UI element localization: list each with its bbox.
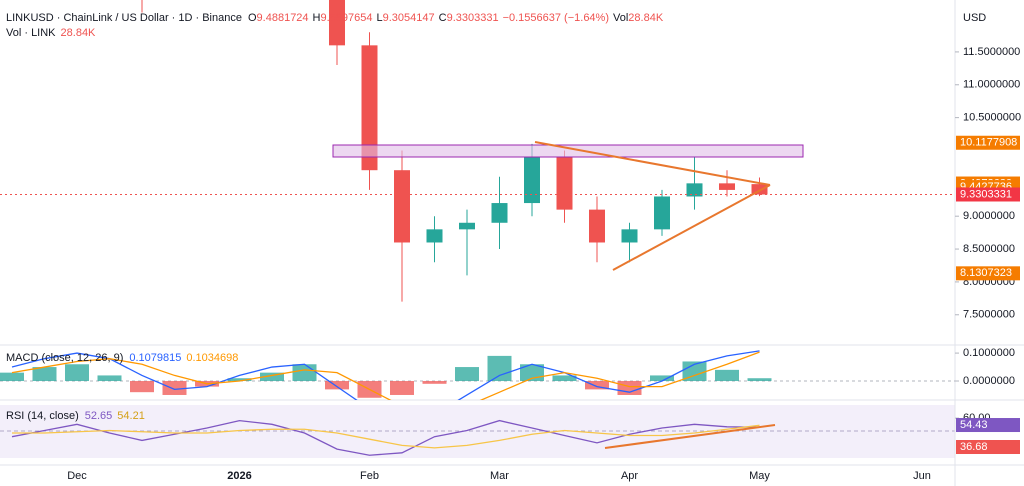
candle-body — [654, 196, 670, 230]
macd-histogram-bar — [617, 381, 642, 395]
price-tag-label: 54.43 — [960, 419, 988, 431]
macd-value: 0.1079815 — [129, 352, 181, 364]
ohlc-value: 9.5897654 — [321, 12, 373, 24]
y-tick-label: 0.0000000 — [963, 375, 1015, 387]
macd-histogram-bar — [682, 361, 707, 382]
legend-volume: Vol · LINK 28.84K — [6, 27, 96, 39]
change: −0.1556637 (−1.64%) — [503, 12, 609, 24]
macd-histogram-bar — [455, 367, 479, 382]
ohlc-letter: O — [248, 12, 257, 24]
candle-body — [491, 203, 508, 223]
price-tag-label: 9.3303331 — [960, 188, 1012, 200]
volume-value: 28.84K — [61, 27, 97, 39]
trendline — [612, 184, 771, 271]
candle-body — [426, 229, 443, 243]
signal-value: 0.1034698 — [186, 352, 238, 364]
macd-histogram-bar — [487, 355, 512, 382]
rsi-value: 52.65 — [85, 410, 113, 422]
trendline — [534, 141, 771, 186]
macd-histogram-bar — [650, 375, 674, 382]
y-tick-label: 11.0000000 — [963, 79, 1020, 91]
macd-histogram-bar — [390, 381, 414, 395]
y-tick-label: 0.1000000 — [963, 347, 1015, 359]
candle-body — [686, 183, 703, 197]
macd-histogram-bar — [715, 369, 739, 382]
ohlc-value: 9.3054147 — [383, 12, 435, 24]
rsi-ma-value: 54.21 — [117, 410, 145, 422]
macd-histogram-bar — [292, 364, 317, 382]
ohlc-letter: C — [439, 12, 447, 24]
candle-body — [621, 229, 638, 243]
candle-body — [361, 45, 378, 171]
y-tick-label: 11.5000000 — [963, 46, 1020, 58]
volume-legend: Vol · LINK — [6, 27, 56, 39]
candle-body — [751, 184, 768, 195]
legend-macd: MACD (close, 12, 26, 9) 0.1079815 0.103469… — [6, 352, 238, 364]
volume-value: 28.84K — [628, 12, 664, 24]
ohlc-value: 9.3303331 — [447, 12, 499, 24]
macd-histogram-bar — [260, 372, 284, 382]
price-pane — [0, 0, 955, 302]
macd-title: MACD (close, 12, 26, 9) — [6, 352, 123, 364]
macd-histogram-bar — [65, 364, 89, 382]
macd-line — [11, 350, 760, 400]
candle-body — [459, 222, 475, 230]
macd-histogram-bar — [32, 367, 57, 382]
price-tag — [956, 135, 1020, 150]
x-tick-label: Mar — [490, 470, 509, 482]
x-tick-label: 2026 — [227, 470, 251, 482]
macd-histogram-bar — [585, 381, 609, 390]
ohlc-letter: L — [377, 12, 383, 24]
y-tick-label: 7.5000000 — [963, 309, 1015, 321]
legend-main: LINKUSD · ChainLink / US Dollar · 1D · B… — [6, 12, 664, 24]
candle-body — [719, 183, 735, 190]
price-tag — [956, 440, 1020, 455]
symbol-title: LINKUSD · ChainLink / US Dollar · 1D · B… — [6, 12, 242, 24]
x-tick-label: Apr — [621, 470, 638, 482]
macd-histogram-bar — [162, 381, 187, 395]
macd-histogram-bar — [227, 378, 252, 382]
candle-body — [556, 157, 573, 210]
price-tag — [956, 266, 1020, 281]
macd-histogram-bar — [325, 381, 349, 390]
rsi-line — [11, 419, 760, 456]
axis-unit: USD — [963, 12, 986, 24]
price-tag-label: 36.68 — [960, 441, 988, 453]
candle-body — [329, 0, 345, 46]
y-tick-label: 8.5000000 — [963, 243, 1015, 255]
macd-histogram-bar — [97, 375, 122, 382]
axes: 11.5000000 11.0000000 10.5000000 9.0000000 8… — [67, 46, 1021, 482]
macd-histogram-bar — [0, 372, 24, 382]
candle-body — [524, 157, 540, 204]
legend-rsi: RSI (14, close) 52.65 54.21 — [6, 410, 145, 422]
macd-histogram-bar — [747, 378, 772, 382]
macd-pane — [0, 350, 955, 400]
price-tag-label: 8.1307323 — [960, 267, 1012, 279]
x-tick-label: Jun — [913, 470, 931, 482]
price-tag — [956, 187, 1020, 202]
trendline — [604, 424, 776, 449]
macd-histogram-bar — [130, 381, 154, 393]
candle-body — [589, 209, 605, 243]
candle-body — [394, 170, 410, 243]
y-tick-label: 10.5000000 — [963, 112, 1021, 124]
ohlc-letter: H — [313, 12, 321, 24]
rsi-title: RSI (14, close) — [6, 410, 79, 422]
signal-line — [11, 351, 760, 400]
resistance-zone — [332, 144, 804, 158]
price-tag — [956, 418, 1020, 433]
x-tick-label: Dec — [67, 470, 87, 482]
macd-histogram-bar — [552, 375, 577, 382]
price-tag-label: 10.1177908 — [960, 137, 1017, 149]
macd-histogram-bar — [422, 381, 447, 384]
x-tick-label: May — [749, 470, 770, 482]
x-tick-label: Feb — [360, 470, 379, 482]
ohlc-value: 9.4881724 — [257, 12, 309, 24]
rsi-ma-line — [12, 424, 760, 449]
volume-label: Vol — [613, 12, 628, 24]
y-tick-label: 9.0000000 — [963, 210, 1015, 222]
rsi-pane — [11, 419, 760, 456]
